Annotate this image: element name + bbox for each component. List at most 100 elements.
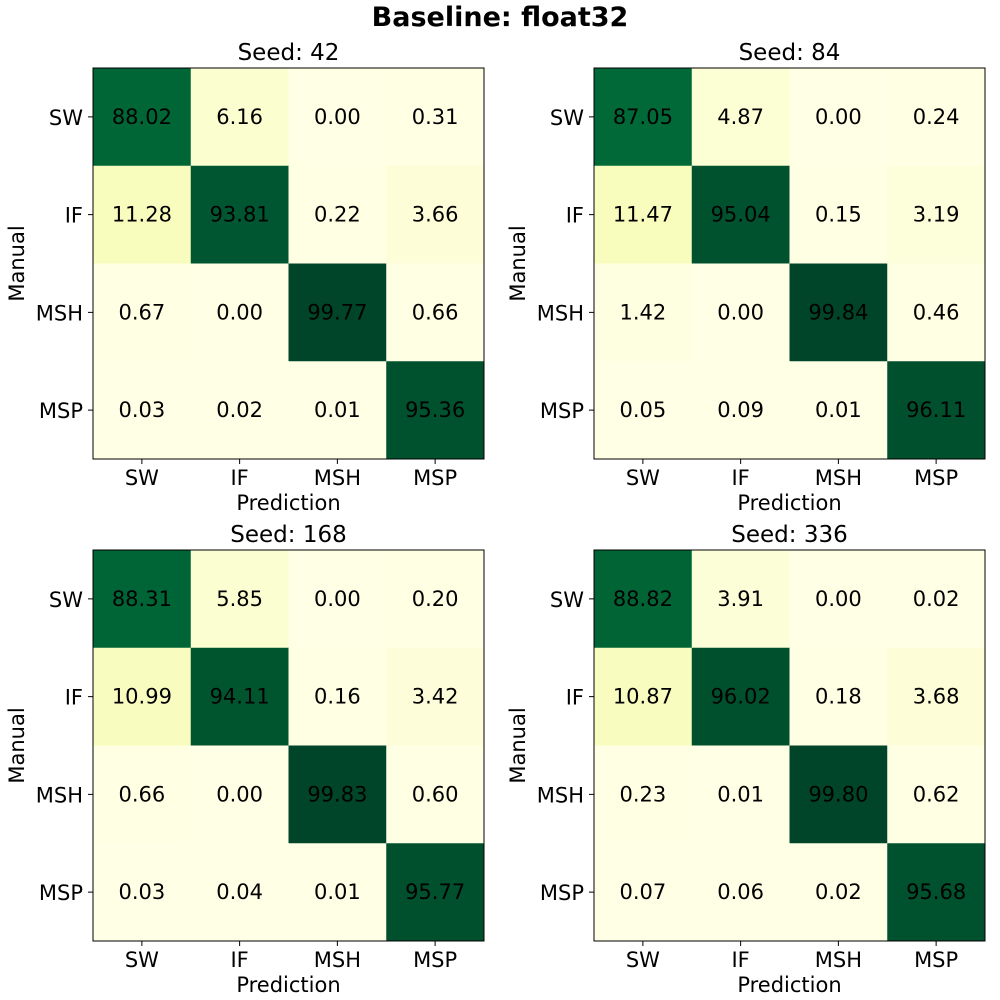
heatmap-cell <box>887 361 986 460</box>
y-tick-label: SW <box>550 588 584 612</box>
heatmap-panels: 88.02 6.16 0.00 0.31 11.28 93.81 0.22 3.66 0.67 0… <box>5 40 986 997</box>
x-tick-label: SW <box>626 466 660 490</box>
cell-value-label: 99.84 <box>808 300 868 324</box>
cell-value-label: 0.00 <box>216 782 263 806</box>
heatmap-cell <box>93 647 192 746</box>
x-axis-label: Prediction <box>236 973 340 997</box>
y-tick-label: MSP <box>39 399 83 423</box>
cell-value-label: 0.07 <box>619 880 666 904</box>
cell-value-label: 0.00 <box>815 587 862 611</box>
heatmap-cell <box>594 68 693 167</box>
cell-value-label: 0.60 <box>412 782 459 806</box>
x-tick-label: MSP <box>413 466 457 490</box>
cell-value-label: 0.00 <box>216 300 263 324</box>
cell-value-label: 0.00 <box>815 105 862 129</box>
cell-value-label: 99.77 <box>307 300 367 324</box>
x-tick-label: MSH <box>815 948 862 972</box>
heatmap-cell <box>691 745 790 844</box>
y-tick-label: IF <box>65 204 83 228</box>
cell-value-label: 3.68 <box>913 685 960 709</box>
y-tick-label: IF <box>566 204 584 228</box>
heatmap-cell <box>288 843 387 942</box>
x-tick-label: MSH <box>314 466 361 490</box>
heatmap-cell <box>288 745 387 844</box>
cell-value-label: 95.36 <box>405 398 465 422</box>
cell-value-label: 11.28 <box>112 203 172 227</box>
cell-value-label: 94.11 <box>210 685 270 709</box>
heatmap-panel-1: 88.02 6.16 0.00 0.31 11.28 93.81 0.22 3.66 0.67 0… <box>5 40 485 515</box>
cell-value-label: 0.00 <box>717 300 764 324</box>
x-axis-label: Prediction <box>737 973 841 997</box>
heatmap-cell <box>887 550 986 649</box>
heatmap-cell <box>691 550 790 649</box>
cell-value-label: 0.15 <box>815 203 862 227</box>
axes-frame <box>92 549 485 942</box>
heatmap-cell <box>789 550 888 649</box>
cell-value-label: 95.77 <box>405 880 465 904</box>
heatmap-cell <box>190 165 289 264</box>
heatmap-cell <box>691 165 790 264</box>
cell-value-label: 0.03 <box>118 880 165 904</box>
heatmap-cell <box>190 68 289 167</box>
axes-frame <box>593 67 986 460</box>
cell-value-label: 0.01 <box>314 880 361 904</box>
heatmap-cell <box>789 745 888 844</box>
heatmap-cell <box>190 647 289 746</box>
heatmap-cell <box>93 745 192 844</box>
heatmap-cell <box>386 361 485 460</box>
figure-title: Baseline: float32 <box>372 2 629 33</box>
y-tick-label: MSH <box>36 783 83 807</box>
heatmap-cell <box>887 745 986 844</box>
cell-value-label: 0.31 <box>412 105 459 129</box>
heatmap-panel-4: 88.82 3.91 0.00 0.02 10.87 96.02 0.18 3.68 0.23 0… <box>506 522 986 997</box>
y-tick-label: MSH <box>537 783 584 807</box>
cell-value-label: 0.20 <box>412 587 459 611</box>
cell-value-label: 95.04 <box>711 203 771 227</box>
x-axis-label: Prediction <box>737 491 841 515</box>
heatmap-cell <box>594 647 693 746</box>
x-tick-label: MSP <box>914 948 958 972</box>
cell-value-label: 0.03 <box>118 398 165 422</box>
heatmap-cell <box>386 263 485 362</box>
heatmap-cell <box>386 647 485 746</box>
heatmap-cell <box>887 263 986 362</box>
heatmap-cell <box>288 550 387 649</box>
y-tick-label: IF <box>566 686 584 710</box>
cell-value-label: 0.02 <box>913 587 960 611</box>
heatmap-cell <box>93 361 192 460</box>
heatmap-cell <box>691 68 790 167</box>
cell-value-label: 10.87 <box>613 685 673 709</box>
heatmap-cell <box>691 843 790 942</box>
y-axis-label: Manual <box>5 225 29 301</box>
cell-value-label: 0.01 <box>314 398 361 422</box>
cell-value-label: 0.22 <box>314 203 361 227</box>
cell-value-label: 99.80 <box>808 782 868 806</box>
heatmap-cell <box>190 550 289 649</box>
heatmap-cell <box>93 550 192 649</box>
heatmap-cell <box>386 68 485 167</box>
heatmap-cell <box>789 263 888 362</box>
x-tick-label: IF <box>731 466 749 490</box>
x-tick-label: SW <box>125 948 159 972</box>
cell-value-label: 0.62 <box>913 782 960 806</box>
y-axis-label: Manual <box>506 707 530 783</box>
cell-value-label: 87.05 <box>613 105 673 129</box>
heatmap-cell <box>190 263 289 362</box>
heatmap-cell <box>887 68 986 167</box>
heatmap-cell <box>594 550 693 649</box>
cell-value-label: 0.06 <box>717 880 764 904</box>
heatmap-cell <box>386 165 485 264</box>
heatmap-cell <box>691 647 790 746</box>
cell-value-label: 0.18 <box>815 685 862 709</box>
heatmap-cell <box>789 647 888 746</box>
x-tick-label: IF <box>230 948 248 972</box>
cell-value-label: 0.01 <box>815 398 862 422</box>
cell-value-label: 6.16 <box>216 105 263 129</box>
panel-title: Seed: 42 <box>238 40 340 66</box>
y-tick-label: SW <box>550 106 584 130</box>
x-tick-label: MSH <box>314 948 361 972</box>
cell-value-label: 0.04 <box>216 880 263 904</box>
heatmap-cell <box>594 361 693 460</box>
y-tick-label: MSP <box>540 881 584 905</box>
